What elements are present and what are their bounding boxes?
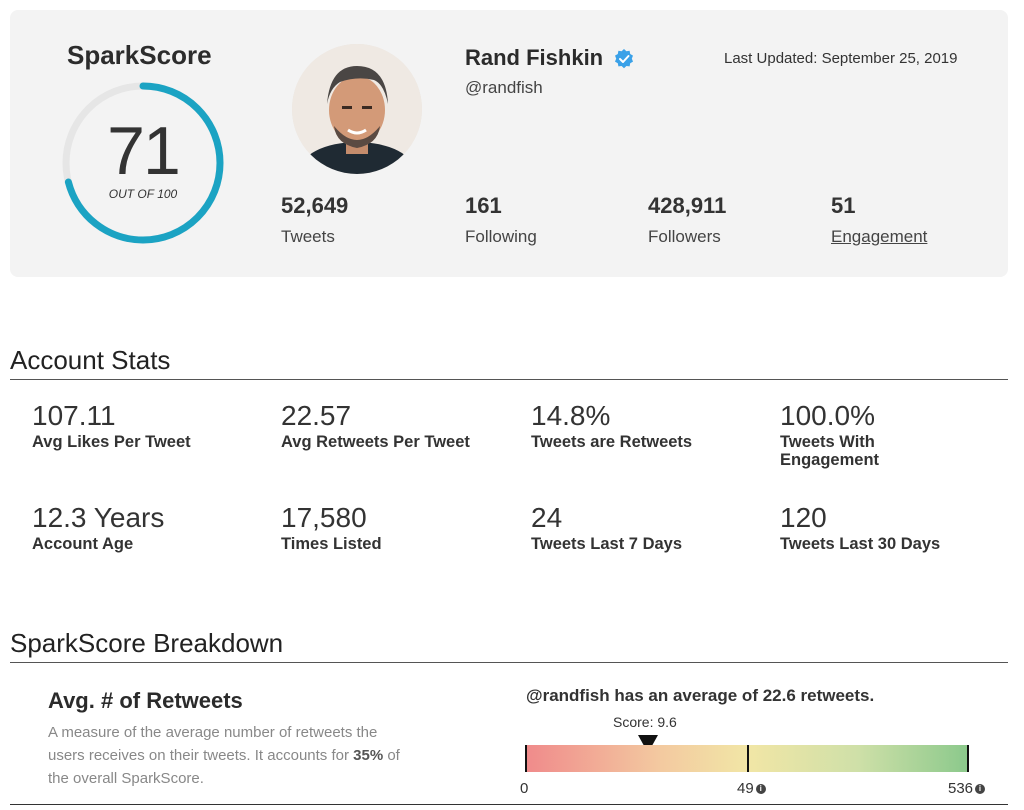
median-tick xyxy=(747,745,749,772)
stat-engagement: 51 Engagement xyxy=(831,193,927,247)
last-updated: Last Updated: September 25, 2019 xyxy=(724,50,958,67)
section-divider xyxy=(10,804,1008,805)
avatar-portrait-image xyxy=(292,44,422,174)
stat-label: Followers xyxy=(648,227,721,246)
metric-desc-text: A measure of the average number of retwe… xyxy=(48,724,378,764)
account-stat-value: 120 xyxy=(780,502,827,533)
account-stat: 17,580 Times Listed xyxy=(281,502,382,553)
account-stat-label: Tweets Last 30 Days xyxy=(780,535,941,553)
stat-following: 161 Following xyxy=(465,193,537,247)
info-icon[interactable]: i xyxy=(975,784,986,795)
account-stat-value: 22.57 xyxy=(281,400,352,431)
account-stat-label: Times Listed xyxy=(281,535,382,553)
account-stat: 120 Tweets Last 30 Days xyxy=(780,502,940,553)
profile-handle: @randfish xyxy=(465,78,543,97)
account-stat-value: 12.3 Years xyxy=(32,502,165,533)
stat-value: 51 xyxy=(831,193,856,218)
metric-description: A measure of the average number of retwe… xyxy=(48,721,408,790)
axis-max: 536 i xyxy=(948,780,986,797)
stat-label: Tweets xyxy=(281,227,335,246)
account-stat-label: Tweets With Engagement xyxy=(780,433,880,469)
account-stat: 14.8% Tweets are Retweets xyxy=(531,400,692,451)
account-stat-label: Tweets Last 7 Days xyxy=(531,535,683,553)
stat-value: 428,911 xyxy=(648,193,727,218)
section-divider xyxy=(10,662,1008,663)
avatar[interactable] xyxy=(292,44,422,174)
account-stat-label: Avg Retweets Per Tweet xyxy=(281,433,470,451)
axis-max-label: 536 xyxy=(948,780,974,797)
sparkscore-value: 71 xyxy=(107,113,181,189)
account-stats-heading: Account Stats xyxy=(10,345,171,375)
axis-mid-label: 49 xyxy=(737,780,754,797)
verified-badge-icon xyxy=(615,49,633,69)
sparkscore-title: SparkScore xyxy=(67,40,212,70)
metric-desc-text-end: of the overall SparkScore. xyxy=(48,747,400,787)
sparkscore-gauge xyxy=(62,82,224,244)
account-stat: 12.3 Years Account Age xyxy=(32,502,164,553)
account-stat-label: Tweets are Retweets xyxy=(531,433,693,451)
breakdown-heading: SparkScore Breakdown xyxy=(10,628,284,658)
metric-weight: 35% xyxy=(353,747,384,764)
metric-title: Avg. # of Retweets xyxy=(48,688,243,713)
account-stat: 100.0% Tweets With Engagement xyxy=(780,400,920,469)
gauge-progress-arc xyxy=(62,82,224,244)
account-stat-label: Avg Likes Per Tweet xyxy=(32,433,191,451)
account-stat-label: Account Age xyxy=(32,535,134,553)
account-stat: 107.11 Avg Likes Per Tweet xyxy=(32,400,191,451)
account-stat-value: 24 xyxy=(531,502,563,533)
score-label: Score: 9.6 xyxy=(613,714,677,730)
account-stat-value: 17,580 xyxy=(281,502,367,533)
axis-mid: 49 i xyxy=(737,780,766,797)
engagement-link[interactable]: Engagement xyxy=(831,227,928,246)
account-stat-value: 107.11 xyxy=(32,400,116,431)
stat-value: 161 xyxy=(465,193,502,218)
stat-value: 52,649 xyxy=(281,193,349,218)
account-stat: 24 Tweets Last 7 Days xyxy=(531,502,682,553)
profile-name: Rand Fishkin xyxy=(465,45,604,70)
stat-tweets: 52,649 Tweets xyxy=(281,193,348,247)
account-stat-value: 14.8% xyxy=(531,400,611,431)
section-divider xyxy=(10,379,1008,380)
account-stat-value: 100.0% xyxy=(780,400,875,431)
info-icon[interactable]: i xyxy=(755,784,766,795)
sparkscore-out-of: OUT OF 100 xyxy=(108,187,178,201)
stat-followers: 428,911 Followers xyxy=(648,193,726,247)
average-summary: @randfish has an average of 22.6 retweet… xyxy=(526,686,875,705)
account-stat: 22.57 Avg Retweets Per Tweet xyxy=(281,400,470,451)
stat-label: Following xyxy=(465,227,537,246)
axis-min-label: 0 xyxy=(520,780,529,797)
